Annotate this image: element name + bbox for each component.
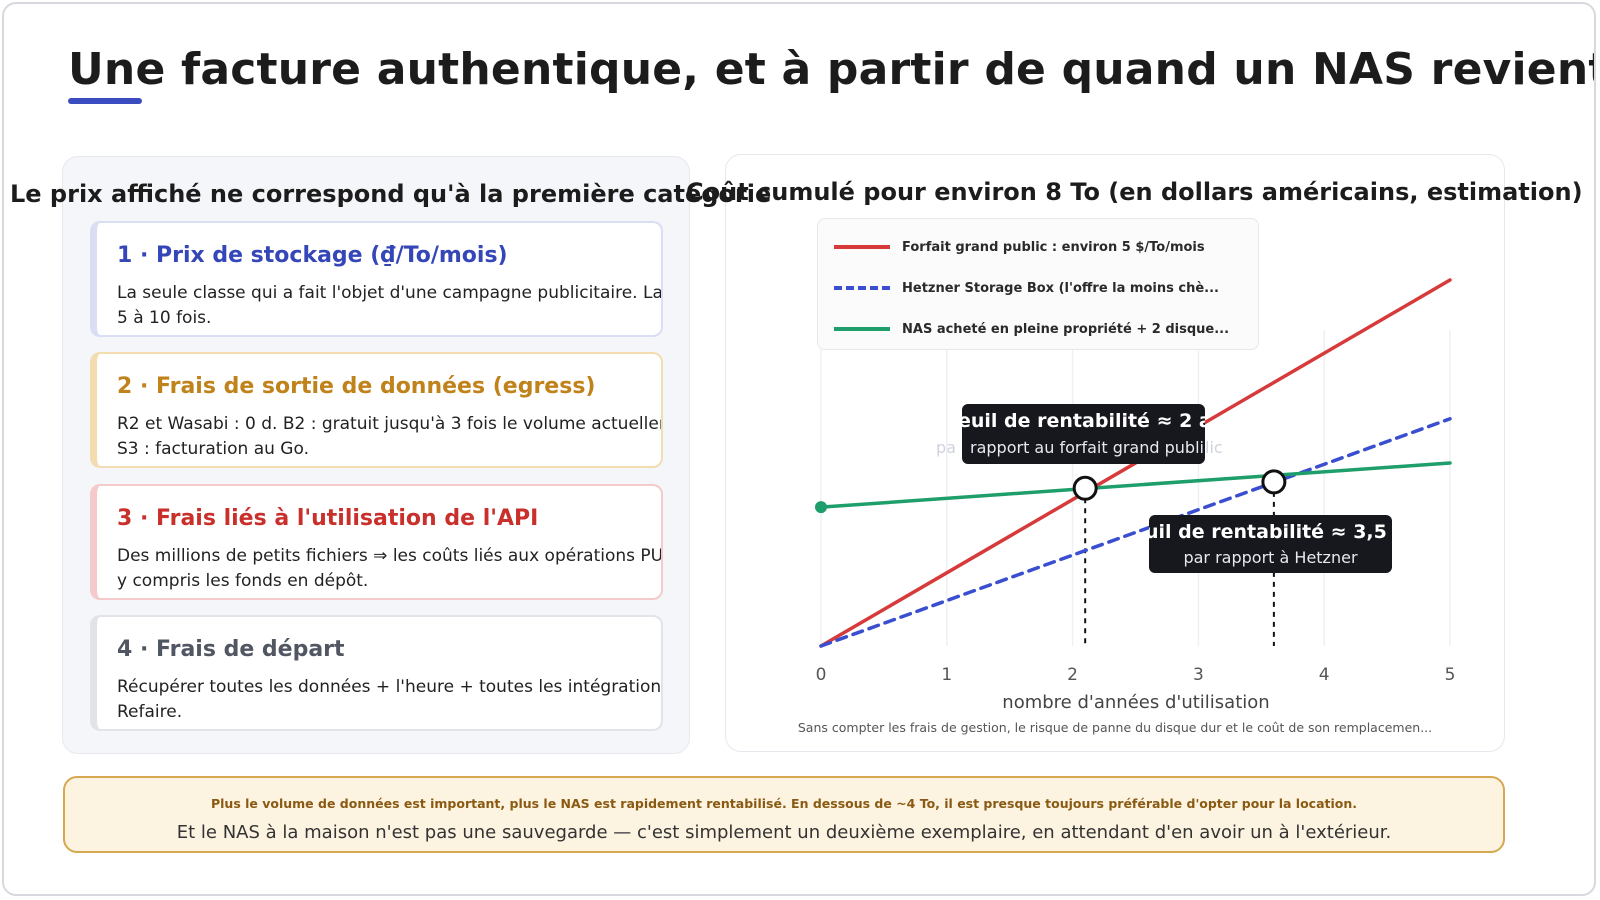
- chart-legend: Forfait grand public : environ 5 $/To/mo…: [817, 218, 1259, 350]
- card-text: La seule classe qui a fait l'objet d'une…: [117, 281, 663, 331]
- card-text-line: Des millions de petits fichiers ⇒ les co…: [117, 546, 663, 566]
- card-text-line: y compris les fonds en dépôt.: [117, 571, 369, 591]
- card-text-line: Récupérer toutes les données + l'heure +…: [117, 677, 663, 697]
- legend-swatch-green: [834, 327, 890, 331]
- legend-label: NAS acheté en pleine propriété + 2 disqu…: [902, 321, 1230, 337]
- breakeven-callout-hetzner: uil de rentabilité ≈ 3,5 a par rapport à…: [1149, 515, 1392, 573]
- breakeven-callout-consumer: euil de rentabilité ≈ 2 an rapport au fo…: [962, 404, 1205, 464]
- card-title: 3 · Frais liés à l'utilisation de l'API: [117, 506, 539, 531]
- card-text-line: 5 à 10 fois.: [117, 308, 212, 328]
- cost-categories-clip: 1 · Prix de stockage (₫/To/mois) La seul…: [62, 156, 726, 754]
- card-exit-fees: 4 · Frais de départ Récupérer toutes les…: [90, 615, 663, 731]
- card-title: 2 · Frais de sortie de données (egress): [117, 374, 596, 399]
- title-underline: [68, 98, 142, 104]
- legend-label: Forfait grand public : environ 5 $/To/mo…: [902, 239, 1205, 255]
- card-text: Récupérer toutes les données + l'heure +…: [117, 675, 663, 725]
- card-text: R2 et Wasabi : 0 d. B2 : gratuit jusqu'à…: [117, 412, 663, 462]
- card-title: 1 · Prix de stockage (₫/To/mois): [117, 243, 508, 268]
- card-egress-fees: 2 · Frais de sortie de données (egress) …: [90, 352, 663, 468]
- legend-swatch-blue: [834, 286, 890, 290]
- legend-item-consumer-plan: Forfait grand public : environ 5 $/To/mo…: [834, 236, 1205, 258]
- card-text-line: S3 : facturation au Go.: [117, 439, 309, 459]
- page-title: Une facture authentique, et à partir de …: [68, 44, 1596, 95]
- card-api-fees: 3 · Frais liés à l'utilisation de l'API …: [90, 484, 663, 600]
- legend-label: Hetzner Storage Box (l'offre la moins ch…: [902, 280, 1219, 296]
- callout-title: uil de rentabilité ≈ 3,5 a: [1149, 521, 1392, 543]
- callout-ghost-text: lic: [1205, 438, 1223, 457]
- callout-subtitle: rapport au forfait grand public: [970, 438, 1205, 457]
- card-storage-price: 1 · Prix de stockage (₫/To/mois) La seul…: [90, 221, 663, 337]
- card-text: Des millions de petits fichiers ⇒ les co…: [117, 544, 663, 594]
- footer-line-2: Et le NAS à la maison n'est pas une sauv…: [176, 822, 1392, 843]
- legend-item-hetzner: Hetzner Storage Box (l'offre la moins ch…: [834, 277, 1219, 299]
- chart-title: Coût cumulé pour environ 8 To (en dollar…: [686, 178, 1583, 206]
- card-text-line: La seule classe qui a fait l'objet d'une…: [117, 283, 663, 303]
- callout-subtitle: par rapport à Hetzner: [1183, 548, 1358, 567]
- cost-categories-heading: Le prix affiché ne correspond qu'à la pr…: [10, 180, 772, 208]
- card-text-line: Refaire.: [117, 702, 183, 722]
- callout-title: euil de rentabilité ≈ 2 an: [962, 410, 1205, 432]
- callout-ghost-text: pa: [936, 438, 956, 457]
- footer-note: Plus le volume de données est important,…: [63, 776, 1505, 853]
- legend-swatch-red: [834, 245, 890, 249]
- card-text-line: R2 et Wasabi : 0 d. B2 : gratuit jusqu'à…: [117, 414, 663, 434]
- card-title: 4 · Frais de départ: [117, 637, 345, 662]
- legend-item-nas: NAS acheté en pleine propriété + 2 disqu…: [834, 318, 1229, 340]
- footer-line-1: Plus le volume de données est important,…: [210, 796, 1358, 811]
